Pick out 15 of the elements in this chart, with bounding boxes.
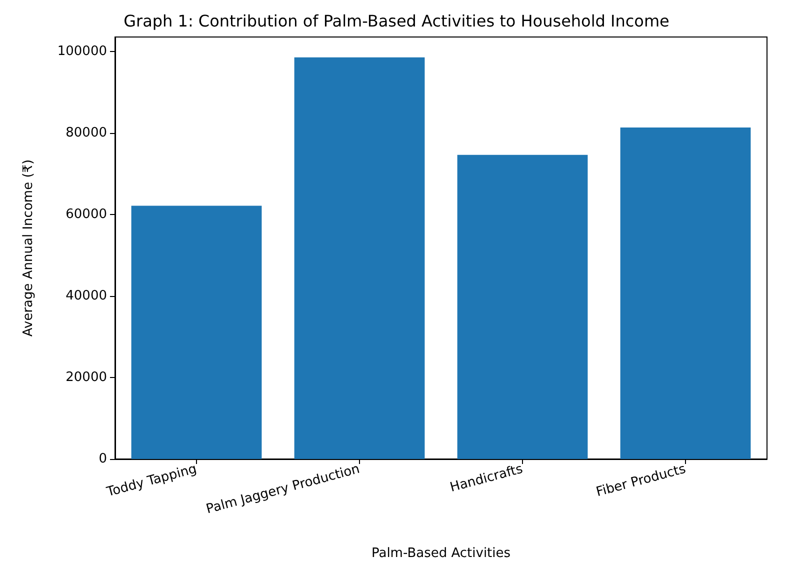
y-tick-label: 40000 [66,288,107,304]
bar [294,57,425,459]
y-tick-label: 80000 [66,125,107,140]
bar [457,154,588,459]
x-tick-label: Fiber Products [594,462,688,500]
y-tick-label: 60000 [66,206,107,222]
x-axis-title: Palm-Based Activities [371,546,511,561]
y-tick-label: 100000 [57,44,107,59]
x-tick-label: Toddy Tapping [104,462,198,500]
y-tick-label: 0 [98,452,107,466]
bar [620,128,751,459]
chart-title: Graph 1: Contribution of Palm-Based Activities to Household Income [124,12,670,30]
y-axis-title: Average Annual Income (₹) [21,159,36,337]
bar [131,206,262,459]
y-tick-label: 20000 [66,370,107,385]
